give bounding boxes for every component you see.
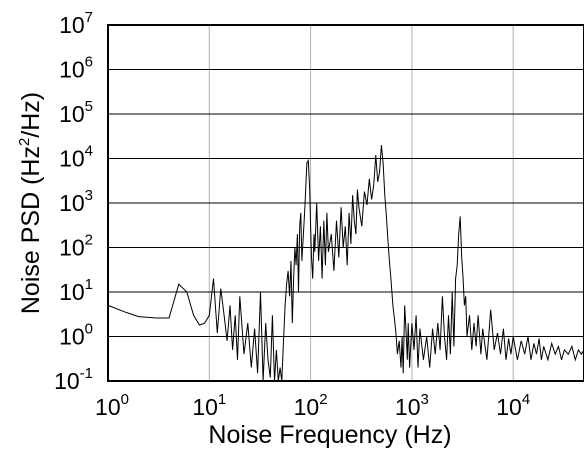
y-tick-exp: 4 (85, 143, 93, 160)
x-tick-exp: 1 (218, 391, 226, 408)
x-tick-exp: 2 (319, 391, 327, 408)
y-axis-label-main: Noise PSD (Hz (17, 146, 45, 314)
y-tick-label: 102 (59, 232, 93, 261)
tick-labels: 100 101 102 103 10410-1100101102103104105106… (54, 9, 530, 420)
y-tick-base: 10 (59, 57, 85, 83)
y-axis-label: Noise PSD (Hz2/Hz) (16, 92, 45, 314)
y-axis-label-sup: 2 (16, 138, 33, 146)
y-tick-base: 10 (59, 235, 85, 261)
x-tick-exp: 3 (421, 391, 429, 408)
y-tick-label: 107 (59, 9, 93, 38)
y-tick-base: 10 (59, 12, 85, 38)
psd-series-line-0 (107, 145, 584, 382)
x-tick-label: 104 (496, 391, 530, 420)
y-tick-base: 10 (59, 279, 85, 305)
y-tick-exp: 5 (85, 98, 93, 115)
y-tick-exp: -1 (80, 365, 93, 382)
y-tick-base: 10 (59, 101, 85, 127)
y-tick-base: 10 (59, 190, 85, 216)
y-tick-label: 104 (59, 143, 93, 172)
y-tick-label: 103 (59, 187, 93, 216)
y-tick-label: 10-1 (54, 365, 93, 394)
series-group (107, 145, 584, 382)
x-tick-label: 102 (294, 391, 328, 420)
plot-frame (107, 24, 584, 382)
x-tick-base: 10 (95, 394, 121, 420)
grid-lines (108, 25, 584, 381)
y-tick-exp: 2 (85, 232, 93, 249)
y-tick-exp: 3 (85, 187, 93, 204)
y-tick-exp: 0 (85, 321, 93, 338)
x-tick-exp: 4 (522, 391, 530, 408)
y-tick-exp: 6 (85, 54, 93, 71)
x-tick-base: 10 (496, 394, 522, 420)
y-tick-label: 100 (59, 321, 93, 350)
y-tick-label: 106 (59, 54, 93, 83)
x-tick-base: 10 (294, 394, 320, 420)
y-tick-base: 10 (59, 324, 85, 350)
y-tick-label: 105 (59, 98, 93, 127)
x-axis-label: Noise Frequency (Hz) (208, 421, 451, 449)
y-tick-label: 101 (59, 276, 93, 305)
y-tick-base: 10 (59, 146, 85, 172)
x-tick-label: 101 (192, 391, 226, 420)
x-tick-base: 10 (192, 394, 218, 420)
x-tick-label: 100 (95, 391, 129, 420)
y-tick-exp: 7 (85, 9, 93, 26)
y-tick-exp: 1 (85, 276, 93, 293)
y-axis-label-rest: /Hz) (17, 92, 45, 138)
x-tick-label: 103 (395, 391, 429, 420)
x-tick-base: 10 (395, 394, 421, 420)
y-tick-base: 10 (54, 368, 80, 394)
x-tick-exp: 0 (121, 391, 129, 408)
